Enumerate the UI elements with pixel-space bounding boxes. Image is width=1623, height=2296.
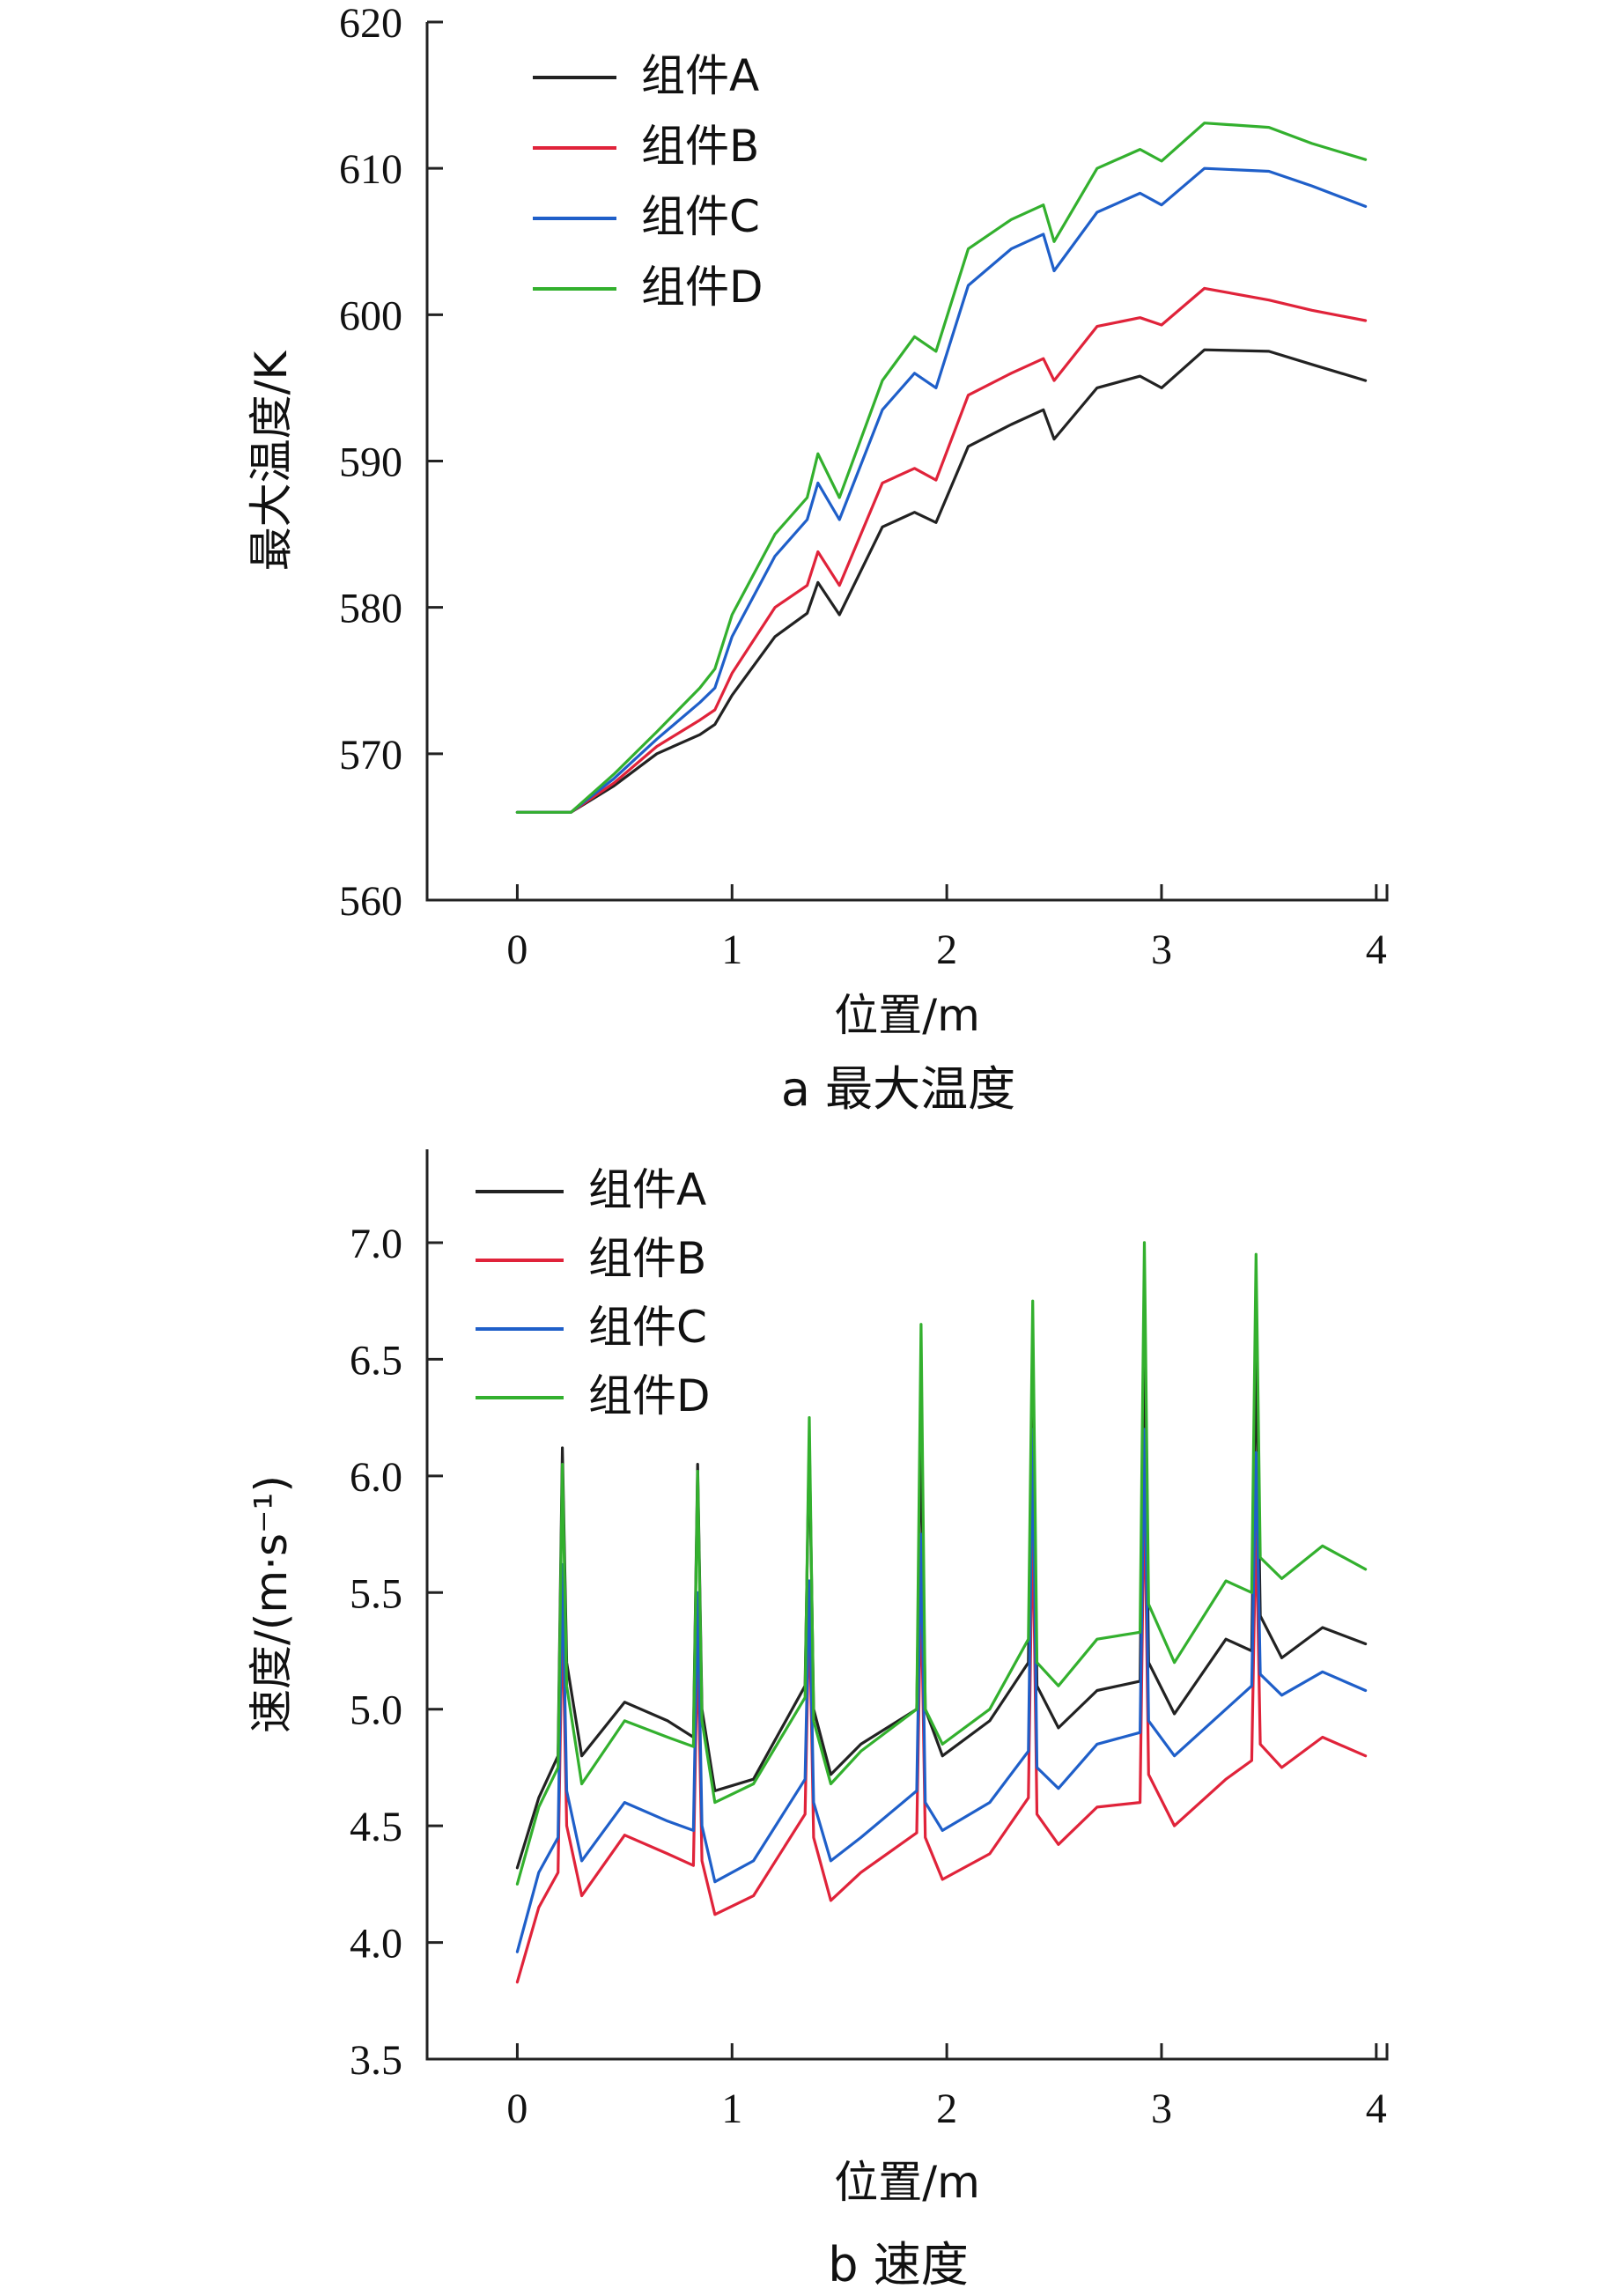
- legend-label: 组件C: [641, 191, 760, 242]
- y-tick-label: 560: [339, 878, 402, 925]
- y-axis-label: 最大温度/K: [246, 350, 297, 571]
- y-tick-label: 590: [339, 439, 402, 486]
- y-tick-label: 6.5: [350, 1337, 402, 1384]
- figure-caption: a 最大温度: [781, 1061, 1015, 1117]
- y-tick-label: 620: [339, 0, 402, 47]
- legend-label: 组件D: [588, 1370, 711, 1421]
- series-line-4: [515, 122, 1368, 814]
- legend-label: 组件A: [641, 50, 759, 101]
- chart-max-temperature: 560 570 580 590 600 610 620 0 1 2 3 4 位置/m 最大温度/K a 最大…: [246, 0, 1389, 1117]
- x-tick-label: 0: [506, 2086, 527, 2132]
- x-tick-label: 4: [1366, 2086, 1387, 2132]
- figure-caption: b 速度: [828, 2237, 968, 2292]
- y-tick-label: 5.0: [350, 1687, 402, 1734]
- x-tick-label: 3: [1151, 2086, 1172, 2132]
- y-tick-label: 580: [339, 586, 402, 632]
- y-axis-label: 速度/(m·s⁻¹): [246, 1475, 297, 1733]
- x-tick-label: 1: [721, 927, 742, 973]
- y-tick-label: 4.5: [350, 1804, 402, 1850]
- x-tick-label: 0: [506, 927, 527, 973]
- legend-label: 组件B: [641, 121, 759, 172]
- y-tick-label: 3.5: [350, 2037, 402, 2084]
- y-tick-label: 4.0: [350, 1921, 402, 1967]
- y-tick-label: 6.0: [350, 1454, 402, 1501]
- x-axis-label: 位置/m: [834, 2157, 980, 2208]
- x-tick-label: 3: [1151, 927, 1172, 973]
- axes-frame: [425, 1149, 1389, 2061]
- chart-velocity: 3.5 4.0 4.5 5.0 5.5 6.0 6.5 7.0 0 1 2 3 4 位置/m 速度/(m·s…: [246, 1149, 1389, 2292]
- x-axis-label: 位置/m: [834, 990, 980, 1041]
- x-tick-label: 2: [936, 2086, 957, 2132]
- y-tick-label: 610: [339, 146, 402, 193]
- y-tick-label: 5.5: [350, 1570, 402, 1617]
- legend-label: 组件C: [588, 1302, 707, 1353]
- x-tick-label: 1: [721, 2086, 742, 2132]
- legend-label: 组件D: [641, 262, 764, 313]
- y-tick-label: 600: [339, 292, 402, 339]
- axes-frame: [425, 22, 1389, 902]
- y-tick-label: 7.0: [350, 1221, 402, 1267]
- series-line-2: [515, 286, 1368, 814]
- series-line-3: [515, 1428, 1368, 1953]
- x-tick-label: 4: [1366, 927, 1387, 973]
- legend-label: 组件B: [588, 1233, 706, 1284]
- series-line-1: [515, 348, 1368, 814]
- x-tick-label: 2: [936, 927, 957, 973]
- y-tick-label: 570: [339, 732, 402, 779]
- legend-label: 组件A: [588, 1164, 706, 1215]
- series-line-4: [515, 1241, 1368, 1886]
- series-line-3: [515, 166, 1368, 814]
